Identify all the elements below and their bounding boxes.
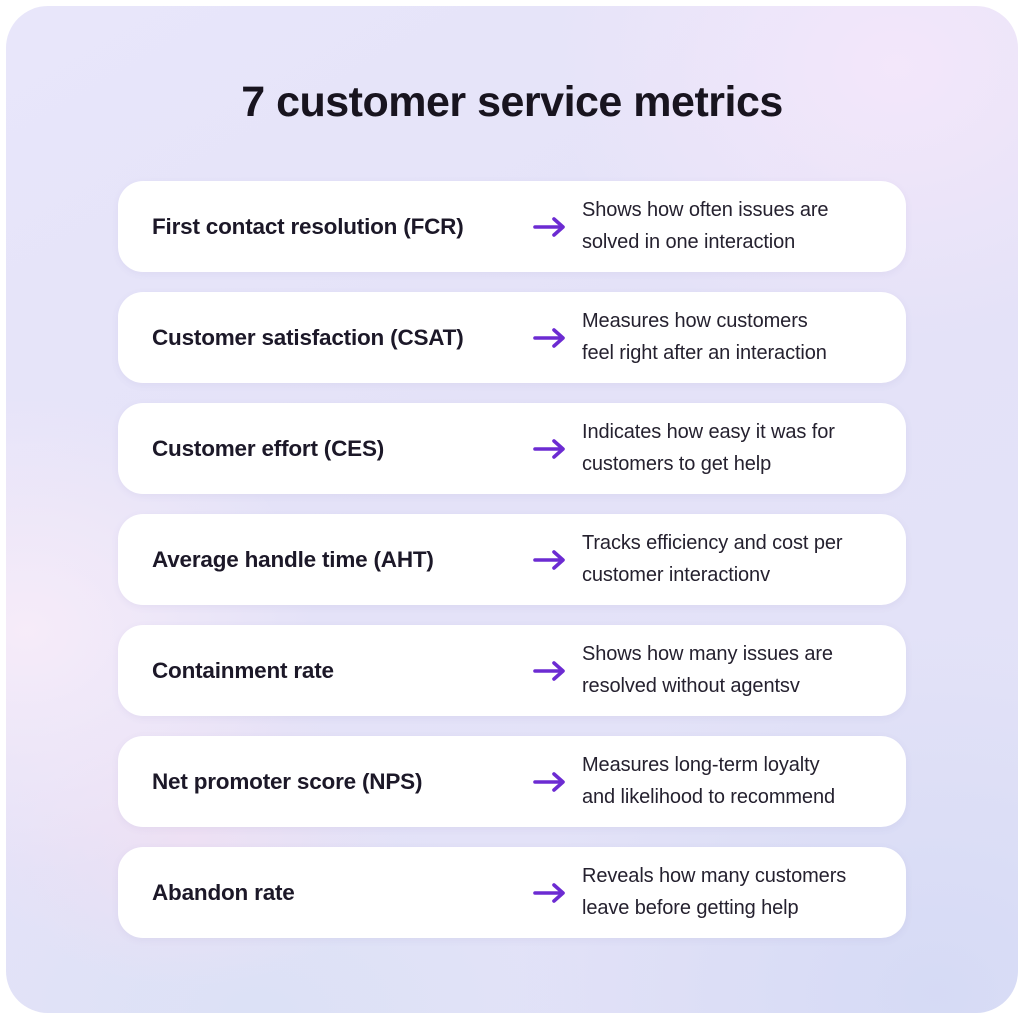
right-arrow-icon [532,437,568,461]
metric-name: Net promoter score (NPS) [152,768,423,794]
metric-description-line: Reveals how many customers [582,865,847,887]
metric-description-line: Indicates how easy it was for [582,421,835,443]
metric-name: Average handle time (AHT) [152,546,434,572]
metric-description-line: resolved without agentsv [582,674,800,697]
metric-card-abandon-rate: Abandon rate Reveals how many customers … [118,847,906,938]
metric-description-line: Measures long-term loyalty [582,754,820,776]
metric-description-line: feel right after an interaction [582,341,827,364]
background-panel: 7 customer service metrics First contact… [6,6,1018,1013]
metric-name: First contact resolution (FCR) [152,213,464,239]
right-arrow-icon [532,659,568,683]
metric-description-line: Shows how many issues are [582,643,833,665]
metric-description-line: and likelihood to recommend [582,785,836,808]
metric-description: Shows how often issues are solved in one… [582,195,882,258]
metric-description: Indicates how easy it was for customers … [582,417,882,480]
metric-name: Customer satisfaction (CSAT) [152,324,464,350]
metric-description: Tracks efficiency and cost per customer … [582,528,882,591]
right-arrow-icon [532,881,568,905]
metric-description-line: Shows how often issues are [582,199,829,221]
metric-card-csat: Customer satisfaction (CSAT) Measures ho… [118,292,906,383]
metric-description-line: customer interactionv [582,563,770,586]
metric-description-line: solved in one interaction [582,230,796,253]
metric-card-fcr: First contact resolution (FCR) Shows how… [118,181,906,272]
metric-name: Abandon rate [152,879,295,905]
metrics-list: First contact resolution (FCR) Shows how… [118,181,906,938]
metric-card-aht: Average handle time (AHT) Tracks efficie… [118,514,906,605]
metric-description: Reveals how many customers leave before … [582,861,882,924]
metric-name: Customer effort (CES) [152,435,385,461]
metric-card-containment-rate: Containment rate Shows how many issues a… [118,625,906,716]
metric-description-line: Tracks efficiency and cost per [582,532,843,554]
metric-description-line: customers to get help [582,452,772,475]
metric-card-ces: Customer effort (CES) Indicates how easy… [118,403,906,494]
right-arrow-icon [532,770,568,794]
metric-description: Shows how many issues are resolved witho… [582,639,882,702]
right-arrow-icon [532,326,568,350]
metric-card-nps: Net promoter score (NPS) Measures long-t… [118,736,906,827]
metric-name: Containment rate [152,657,334,683]
page-title: 7 customer service metrics [241,78,783,126]
metric-description-line: Measures how customers [582,310,808,332]
metric-description: Measures long-term loyalty and likelihoo… [582,750,882,813]
right-arrow-icon [532,548,568,572]
metric-description-line: leave before getting help [582,896,799,919]
metric-description: Measures how customers feel right after … [582,306,882,369]
right-arrow-icon [532,215,568,239]
